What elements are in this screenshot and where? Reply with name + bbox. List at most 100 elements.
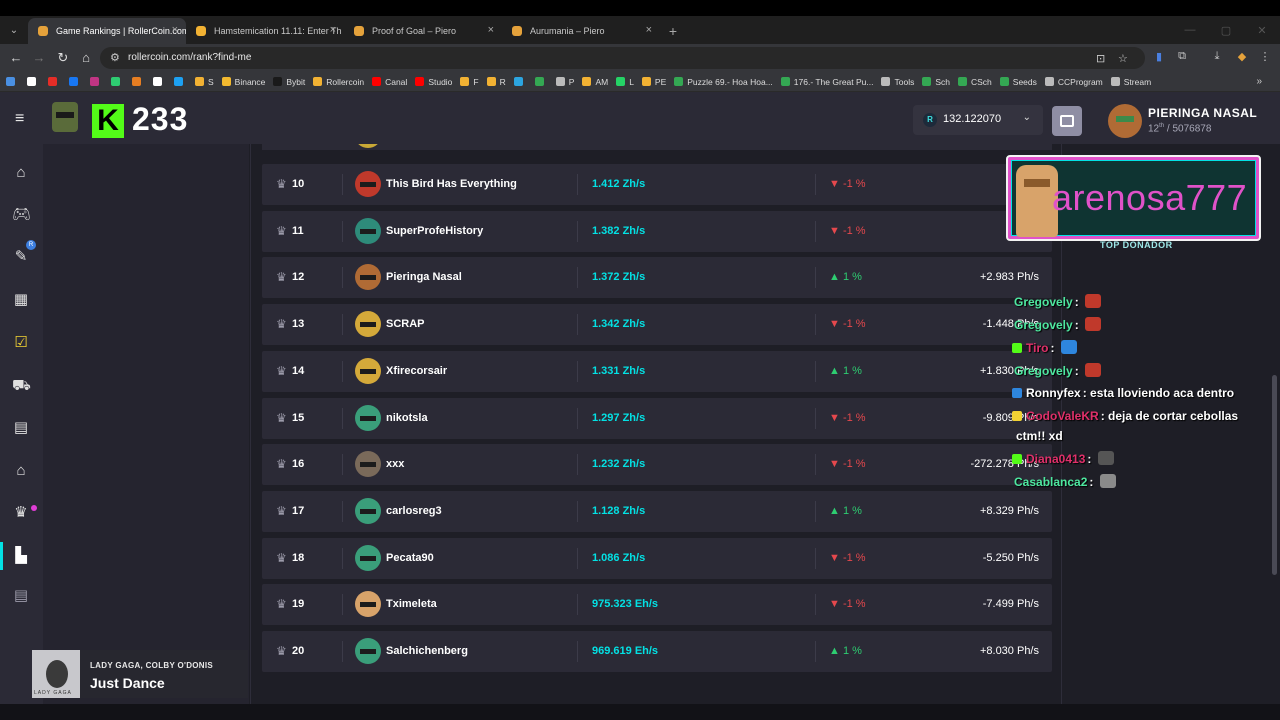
tab-close-icon[interactable]: × bbox=[645, 24, 652, 36]
bookmark-item[interactable]: P bbox=[555, 77, 574, 87]
table-row[interactable]: ♛ 10 This Bird Has Everything 1.412 Zh/s ▼ -… bbox=[262, 164, 1052, 205]
bookmark-item[interactable]: 176.- The Great Pu... bbox=[780, 77, 873, 87]
bookmark-item[interactable] bbox=[69, 77, 82, 86]
install-app-icon[interactable]: ⊡ bbox=[1096, 53, 1106, 65]
site-info-icon[interactable]: ⚙ bbox=[110, 52, 120, 64]
browser-tab[interactable]: Game Rankings | RollerCoin.com × bbox=[28, 18, 186, 44]
player-name[interactable]: Pecata90 bbox=[386, 551, 434, 564]
url-bar[interactable]: ⚙ rollercoin.com/rank?find-me ⊡ ☆ bbox=[100, 47, 1145, 69]
home-browser-icon[interactable]: ⌂ bbox=[82, 50, 90, 65]
bookmark-item[interactable] bbox=[48, 77, 61, 86]
ranking-icon[interactable]: ▙ bbox=[15, 547, 27, 564]
table-row[interactable]: ♛ 20 Salchichenberg 969.619 Eh/s ▲ 1 % +8.030… bbox=[262, 631, 1052, 672]
close-window-icon[interactable]: ✕ bbox=[1257, 24, 1267, 37]
currency-selector[interactable]: R 132.122070 ⌄ bbox=[913, 105, 1043, 135]
bookmark-item[interactable] bbox=[90, 77, 103, 86]
bookmark-item[interactable]: CCProgram bbox=[1044, 77, 1103, 87]
bookmark-item[interactable]: Canal bbox=[372, 77, 407, 87]
avatar[interactable] bbox=[355, 264, 381, 291]
bookmark-item[interactable]: Binance bbox=[221, 77, 265, 87]
news-icon[interactable]: ▤ bbox=[13, 587, 29, 604]
table-row[interactable]: ♛ 15 nikotsla 1.297 Zh/s ▼ -1 % -9.809 Ph/s bbox=[262, 397, 1052, 439]
bookmark-item[interactable] bbox=[6, 77, 19, 86]
bookmark-item[interactable]: AM bbox=[582, 77, 608, 87]
home-icon[interactable]: ⌂ bbox=[16, 164, 26, 181]
bookmark-star-icon[interactable]: ☆ bbox=[1118, 53, 1128, 65]
extension-icon[interactable]: ▮ bbox=[1155, 51, 1163, 63]
tab-search-icon[interactable]: ⌄ bbox=[9, 24, 19, 36]
maximize-icon[interactable]: ▢ bbox=[1220, 24, 1232, 37]
marketplace-icon[interactable]: ⛟ bbox=[12, 377, 31, 394]
bookmark-item[interactable]: Rollercoin bbox=[313, 77, 364, 87]
page-scrollbar[interactable] bbox=[1272, 375, 1277, 575]
trophy-icon[interactable]: ♛ bbox=[14, 504, 28, 521]
tab-close-icon[interactable]: × bbox=[329, 24, 336, 36]
player-name[interactable]: SuperProfeHistory bbox=[386, 224, 484, 237]
back-icon[interactable]: ← bbox=[9, 50, 23, 65]
player-name[interactable]: xxx bbox=[386, 458, 405, 471]
avatar[interactable] bbox=[355, 451, 381, 478]
avatar[interactable] bbox=[1108, 104, 1142, 138]
avatar[interactable] bbox=[355, 217, 381, 244]
bookmark-item[interactable]: Puzzle 69.- Hoa Hoa... bbox=[674, 77, 773, 87]
bookmark-item[interactable] bbox=[513, 77, 527, 86]
table-row[interactable]: ♛ 17 carlosreg3 1.128 Zh/s ▲ 1 % +8.329 Ph/s bbox=[262, 490, 1052, 532]
table-row[interactable]: ♛ 12 Pieringa Nasal 1.372 Zh/s ▲ 1 % +2.983 P… bbox=[262, 257, 1052, 299]
minimize-icon[interactable]: — bbox=[1184, 24, 1196, 36]
tasks-icon[interactable]: ☑ bbox=[14, 334, 28, 351]
bookmark-item[interactable] bbox=[174, 77, 187, 86]
player-name[interactable]: nikotsla bbox=[386, 411, 428, 424]
avatar[interactable] bbox=[355, 404, 381, 431]
bookmark-item[interactable]: Seeds bbox=[999, 77, 1037, 87]
avatar[interactable] bbox=[355, 638, 381, 664]
player-name[interactable]: This Bird Has Everything bbox=[386, 178, 517, 190]
shop-icon[interactable]: ⌂ bbox=[16, 462, 26, 479]
hamburger-menu-icon[interactable]: ≡ bbox=[15, 110, 25, 127]
bookmark-item[interactable] bbox=[132, 77, 145, 86]
avatar[interactable] bbox=[355, 497, 381, 524]
crypto-icon[interactable]: ✎ bbox=[14, 248, 28, 265]
storage-icon[interactable]: ▤ bbox=[13, 419, 29, 436]
browser-tab[interactable]: Aurumania – Piero × bbox=[502, 18, 660, 44]
bookmark-item[interactable]: Tools bbox=[881, 77, 914, 87]
extensions-puzzle-icon[interactable]: ⧉ bbox=[1178, 50, 1186, 62]
bookmark-item[interactable]: Studio bbox=[415, 77, 452, 87]
browser-tab[interactable]: Proof of Goal – Piero × bbox=[344, 18, 502, 44]
profile-extension-icon[interactable]: ◆ bbox=[1237, 51, 1247, 63]
player-name[interactable]: Tximeleta bbox=[386, 598, 437, 611]
player-name[interactable]: Pieringa Nasal bbox=[386, 271, 462, 284]
avatar[interactable] bbox=[355, 171, 381, 197]
player-name[interactable]: carlosreg3 bbox=[386, 504, 442, 517]
player-name[interactable]: Salchichenberg bbox=[386, 645, 468, 657]
download-icon[interactable]: ⤓ bbox=[1214, 50, 1220, 62]
table-row[interactable]: ♛ 14 Xfirecorsair 1.331 Zh/s ▲ 1 % +1.830 Ph/… bbox=[262, 350, 1052, 392]
table-row[interactable]: ♛ 19 Tximeleta 975.323 Eh/s ▼ -1 % -7.499 Ph/… bbox=[262, 584, 1052, 626]
bookmark-item[interactable]: F bbox=[460, 77, 479, 87]
tab-close-icon[interactable]: × bbox=[487, 24, 494, 36]
bookmark-item[interactable] bbox=[111, 77, 124, 86]
avatar[interactable] bbox=[355, 357, 381, 384]
inventory-icon[interactable]: ▦ bbox=[13, 291, 29, 308]
bookmark-item[interactable]: Sch bbox=[922, 77, 950, 87]
gamepad-icon[interactable]: 🎮︎ bbox=[12, 206, 32, 223]
bookmark-item[interactable]: S bbox=[195, 77, 214, 87]
bookmark-item[interactable] bbox=[534, 77, 548, 86]
browser-tab[interactable]: Hamstemication 11.11: Enter Th × bbox=[186, 18, 344, 44]
browser-menu-icon[interactable]: ⋮ bbox=[1259, 51, 1271, 63]
table-row[interactable]: ♛ 13 SCRAP 1.342 Zh/s ▼ -1 % -1.448 Ph/s bbox=[262, 304, 1052, 346]
bookmark-item[interactable]: CSch bbox=[957, 77, 992, 87]
bookmark-item[interactable]: PE bbox=[641, 77, 666, 87]
avatar[interactable] bbox=[355, 544, 381, 571]
wallet-button[interactable] bbox=[1052, 106, 1082, 136]
bookmark-item[interactable] bbox=[153, 77, 166, 86]
player-name[interactable]: Xfirecorsair bbox=[386, 364, 448, 377]
bookmark-item[interactable]: Bybit bbox=[273, 77, 305, 87]
bookmark-item[interactable]: R bbox=[486, 77, 506, 87]
bookmarks-more-icon[interactable]: » bbox=[1256, 76, 1262, 87]
table-row[interactable]: ♛ 18 Pecata90 1.086 Zh/s ▼ -1 % -5.250 Ph/s bbox=[262, 537, 1052, 579]
tab-close-icon[interactable]: × bbox=[171, 24, 178, 36]
bookmark-item[interactable]: L bbox=[616, 77, 634, 87]
player-name[interactable]: SCRAP bbox=[386, 318, 425, 331]
new-tab-icon[interactable]: + bbox=[668, 23, 678, 39]
